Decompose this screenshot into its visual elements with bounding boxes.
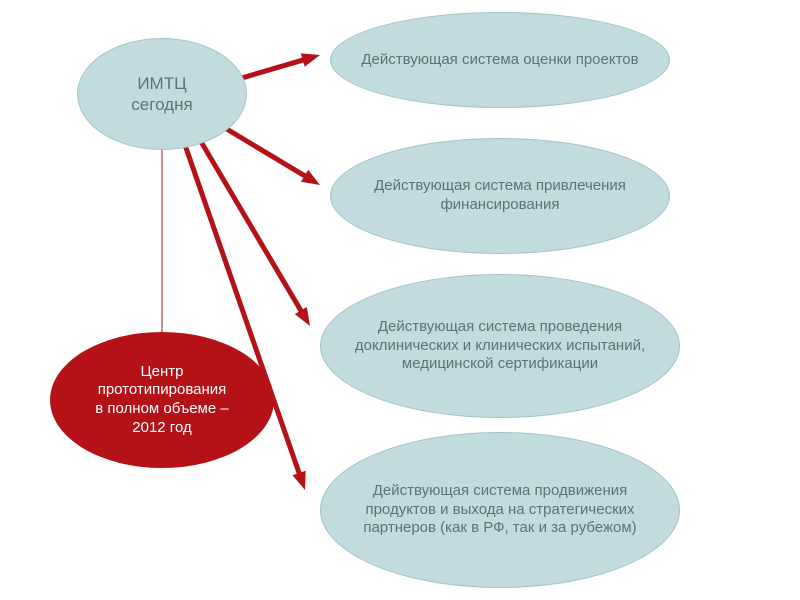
node-trials-system: Действующая система проведения доклиниче… [320, 274, 680, 418]
node-evaluation-text: Действующая система оценки проектов [361, 51, 638, 70]
node-prototyping-center: Центр прототипирования в полном объеме –… [50, 332, 274, 468]
node-imtc-today-line2: сегодня [131, 94, 192, 115]
node-proto-line4: 2012 год [95, 419, 228, 438]
node-evaluation-system: Действующая система оценки проектов [330, 12, 670, 108]
node-promotion-system: Действующая система продвижения продукто… [320, 432, 680, 588]
node-promotion-text: Действующая система продвижения продукто… [345, 482, 655, 538]
node-imtc-today: ИМТЦ сегодня [77, 38, 247, 150]
node-trials-text: Действующая система проведения доклиниче… [345, 318, 655, 374]
node-proto-line3: в полном объеме – [95, 400, 228, 419]
diagram-stage: ИМТЦ сегодня Центр прототипирования в по… [0, 0, 800, 600]
node-proto-line1: Центр [95, 363, 228, 382]
node-financing-system: Действующая система привлечения финансир… [330, 138, 670, 254]
node-financing-text: Действующая система привлечения финансир… [355, 177, 645, 215]
node-imtc-today-line1: ИМТЦ [131, 73, 192, 94]
node-proto-line2: прототипирования [95, 381, 228, 400]
